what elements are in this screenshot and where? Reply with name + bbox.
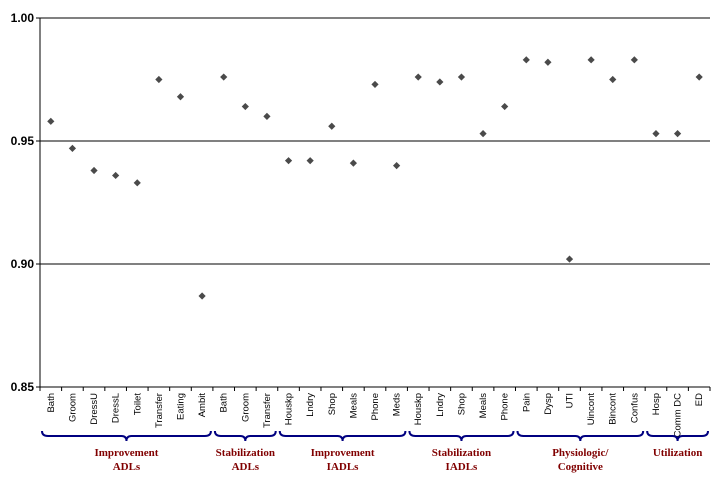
group-label: ADLs — [113, 461, 141, 473]
group-bracket — [408, 430, 515, 442]
x-tick-label: Bath — [46, 393, 57, 413]
data-point — [90, 166, 98, 175]
data-points — [47, 56, 703, 300]
group-label: Cognitive — [558, 461, 603, 473]
data-point — [587, 56, 595, 64]
x-tick-label: DressL — [111, 393, 122, 423]
x-tick-label: Transfer — [154, 393, 165, 428]
x-tick-label: Transfer — [262, 393, 273, 428]
data-point — [176, 93, 185, 101]
data-point — [371, 80, 379, 89]
data-point — [112, 171, 120, 180]
data-point — [652, 130, 660, 138]
data-point — [241, 102, 249, 111]
x-tick-label: Houskp — [413, 393, 424, 425]
x-tick-label: Bincont — [608, 393, 619, 425]
data-point — [220, 73, 228, 81]
group-label: Improvement — [94, 447, 158, 459]
x-axis-ticks: Bath Groom DressU DressL Toilet Transfer Eatin… — [39, 387, 711, 437]
x-tick-label: Hosp — [651, 393, 662, 415]
x-tick-label: DressU — [89, 393, 100, 425]
x-tick-label: Meds — [392, 393, 403, 416]
x-tick-label: Groom — [240, 393, 251, 422]
data-point — [501, 102, 509, 111]
x-tick-label: Ambit — [197, 393, 208, 418]
group-bracket — [516, 430, 645, 442]
group-label: Improvement — [311, 447, 375, 459]
data-point — [436, 78, 444, 86]
group-label: Physiologic/ — [552, 447, 609, 459]
data-point — [522, 56, 530, 64]
y-tick-label: 1.00 — [11, 11, 35, 25]
x-tick-label: Confus — [629, 393, 640, 423]
group-bracket — [646, 430, 709, 442]
y-tick-label: 0.95 — [11, 134, 35, 148]
group-label: Stabilization — [432, 447, 491, 459]
x-tick-label: Groom — [67, 393, 78, 422]
group-label: IADLs — [327, 461, 360, 473]
data-point — [630, 56, 638, 64]
data-point — [198, 292, 206, 300]
group-label: IADLs — [446, 461, 479, 473]
group-label: Utilization — [653, 447, 703, 459]
y-axis-ticks: 0.85 0.90 0.95 1.00 — [11, 11, 40, 394]
group-bracket — [213, 430, 277, 442]
data-point — [68, 144, 77, 152]
data-point — [479, 130, 487, 138]
x-tick-label: Meals — [348, 393, 359, 419]
x-tick-label: Lndry — [435, 393, 446, 417]
x-tick-label: Phone — [370, 393, 381, 420]
x-tick-label: UTI — [565, 393, 576, 408]
x-tick-label: Uincont — [586, 393, 597, 426]
data-point — [393, 162, 401, 170]
data-point — [133, 179, 141, 187]
data-point — [457, 73, 466, 81]
data-point — [155, 75, 163, 84]
y-tick-label: 0.90 — [11, 257, 35, 271]
data-point — [263, 112, 271, 120]
group-bracket — [278, 430, 407, 442]
data-point — [349, 159, 357, 167]
data-point — [328, 122, 336, 130]
data-point — [284, 157, 293, 165]
group-label: Stabilization — [216, 447, 275, 459]
data-point — [47, 117, 55, 125]
group-label: ADLs — [232, 461, 260, 473]
x-tick-label: Comm DC — [673, 393, 684, 437]
gridlines — [40, 17, 710, 265]
x-tick-label: Pain — [521, 393, 532, 412]
x-tick-label: Toilet — [132, 393, 143, 416]
x-tick-label: Eating — [175, 393, 186, 420]
category-groups: Improvement ADLs Stabilization ADLs Improvem… — [41, 430, 709, 473]
x-tick-label: Lndry — [305, 393, 316, 417]
x-tick-label: Phone — [500, 393, 511, 420]
x-tick-label: Shop — [327, 393, 338, 415]
x-tick-label: Houskp — [284, 393, 295, 425]
data-point — [414, 73, 422, 81]
data-point — [695, 73, 703, 81]
axes — [39, 18, 710, 388]
data-point — [565, 255, 574, 263]
data-point — [673, 130, 682, 138]
x-tick-label: Shop — [456, 393, 467, 415]
x-tick-label: Dysp — [543, 393, 554, 415]
data-point — [306, 157, 314, 165]
group-bracket — [41, 430, 212, 442]
y-tick-label: 0.85 — [11, 380, 35, 394]
data-point — [609, 75, 617, 84]
x-tick-label: Meals — [478, 393, 489, 419]
x-tick-label: ED — [694, 393, 705, 406]
data-point — [544, 58, 552, 66]
x-tick-label: Bath — [219, 393, 230, 413]
